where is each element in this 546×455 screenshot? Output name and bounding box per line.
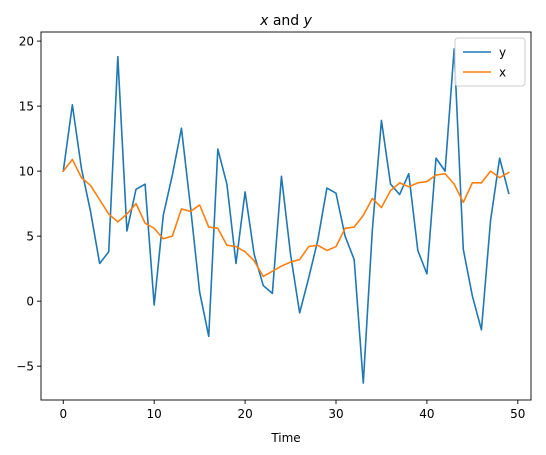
x-axis-label: Time (270, 431, 300, 445)
y-tick-label: 15 (19, 100, 34, 114)
plot-area: 0 10 20 30 40 50 −5 0 5 10 15 20 (16, 31, 532, 421)
legend-label-y: y (499, 46, 506, 60)
x-tick-label: 40 (419, 407, 434, 421)
y-tick-label: 5 (26, 230, 34, 244)
legend-label-x: x (499, 66, 506, 80)
y-tick-label: 20 (19, 35, 34, 49)
x-tick-label: 50 (510, 407, 525, 421)
axes-frame (40, 31, 532, 401)
y-tick-label: 0 (26, 295, 34, 309)
chart-title-part: and (268, 13, 303, 29)
y-tick-label: −5 (16, 360, 34, 374)
chart-title-part: x (259, 13, 269, 29)
series-line-y (62, 48, 510, 384)
x-tick-label: 0 (59, 407, 67, 421)
legend: yx (454, 37, 526, 87)
x-tick-label: 10 (147, 407, 162, 421)
chart-title-part: y (303, 13, 313, 29)
series-line-x (62, 158, 510, 278)
x-tick-label: 30 (328, 407, 343, 421)
legend-box (454, 37, 526, 87)
chart-title: x and y (259, 13, 313, 29)
y-tick-label: 10 (19, 165, 34, 179)
x-tick-label: 20 (237, 407, 252, 421)
